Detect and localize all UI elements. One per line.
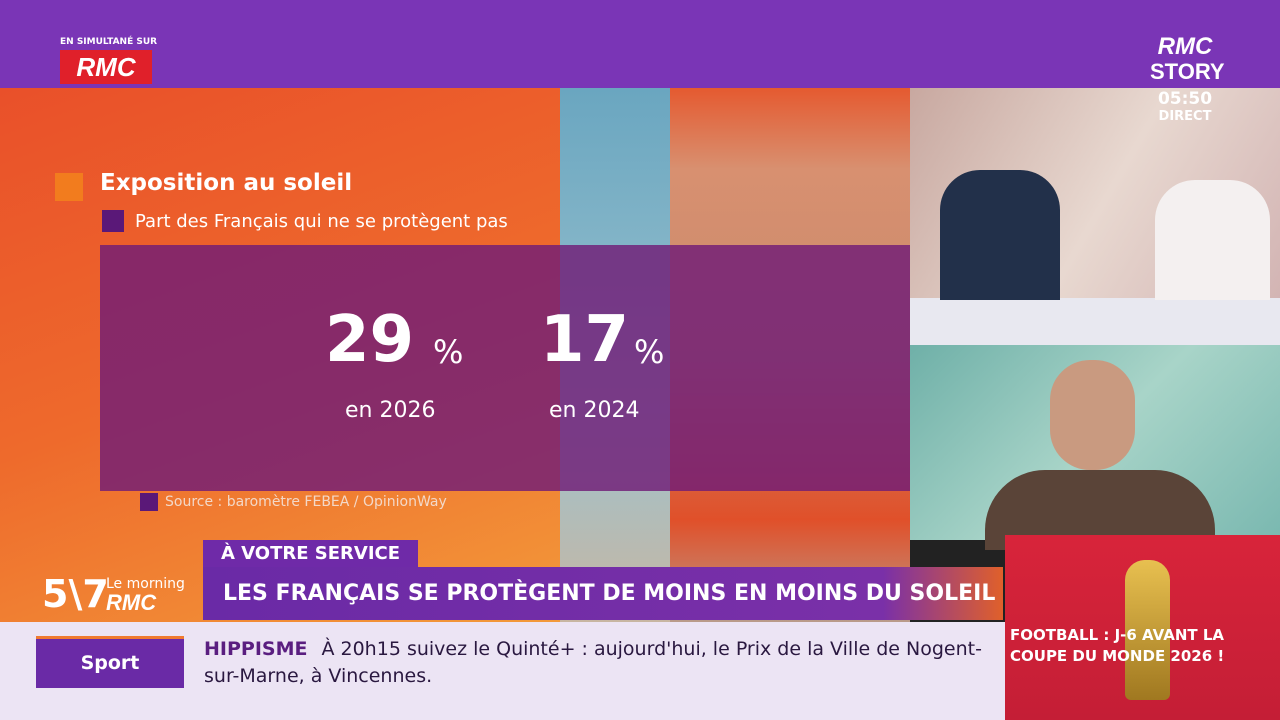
source: Source : baromètre FEBEA / OpinionWay bbox=[165, 494, 447, 510]
show-number: 5\7 bbox=[42, 572, 109, 616]
info-subtitle: Part des Français qui ne se protègent pa… bbox=[135, 211, 508, 232]
top-bar bbox=[0, 0, 1280, 88]
ticker-body: À 20h15 suivez le Quinté+ : aujourd'hui,… bbox=[204, 638, 982, 687]
simulcast-label: EN SIMULTANÉ SUR bbox=[60, 37, 158, 47]
ticker-topic: HIPPISME bbox=[204, 638, 308, 660]
stat-unit: % bbox=[634, 333, 665, 371]
clock: 05:50 bbox=[1157, 89, 1213, 109]
logo-line: STORY bbox=[1150, 59, 1225, 84]
rmc-logo: RMC bbox=[60, 50, 152, 84]
presenter bbox=[1155, 180, 1270, 300]
stat-unit: % bbox=[433, 333, 464, 371]
banner-tag: À VOTRE SERVICE bbox=[203, 540, 418, 567]
ticker-section: Sport bbox=[36, 636, 184, 688]
guest bbox=[1050, 360, 1135, 470]
stat-value: 17 bbox=[540, 303, 630, 377]
stat-label: en 2024 bbox=[549, 398, 640, 423]
ticker-text: HIPPISME À 20h15 suivez le Quinté+ : aujo… bbox=[204, 636, 994, 690]
banner-headline: LES FRANÇAIS SE PROTÈGENT DE MOINS EN MO… bbox=[203, 567, 1003, 620]
subtitle-square bbox=[102, 210, 124, 232]
presenter bbox=[940, 170, 1060, 300]
show-line: RMC bbox=[106, 590, 157, 615]
promo-text: FOOTBALL : J-6 AVANT LA COUPE DU MONDE 2… bbox=[1010, 626, 1225, 665]
studio-desk bbox=[910, 298, 1280, 345]
trophy bbox=[1125, 560, 1170, 700]
stat-label: en 2026 bbox=[345, 398, 436, 423]
show-line: Le morning bbox=[106, 576, 185, 592]
logo-line: RMC bbox=[1157, 33, 1213, 60]
stat-value: 29 bbox=[325, 303, 415, 377]
info-title: Exposition au soleil bbox=[100, 170, 353, 196]
title-square bbox=[55, 173, 83, 201]
source-square bbox=[140, 493, 158, 511]
live-label: DIRECT bbox=[1158, 109, 1212, 124]
stats-panel bbox=[100, 245, 910, 491]
